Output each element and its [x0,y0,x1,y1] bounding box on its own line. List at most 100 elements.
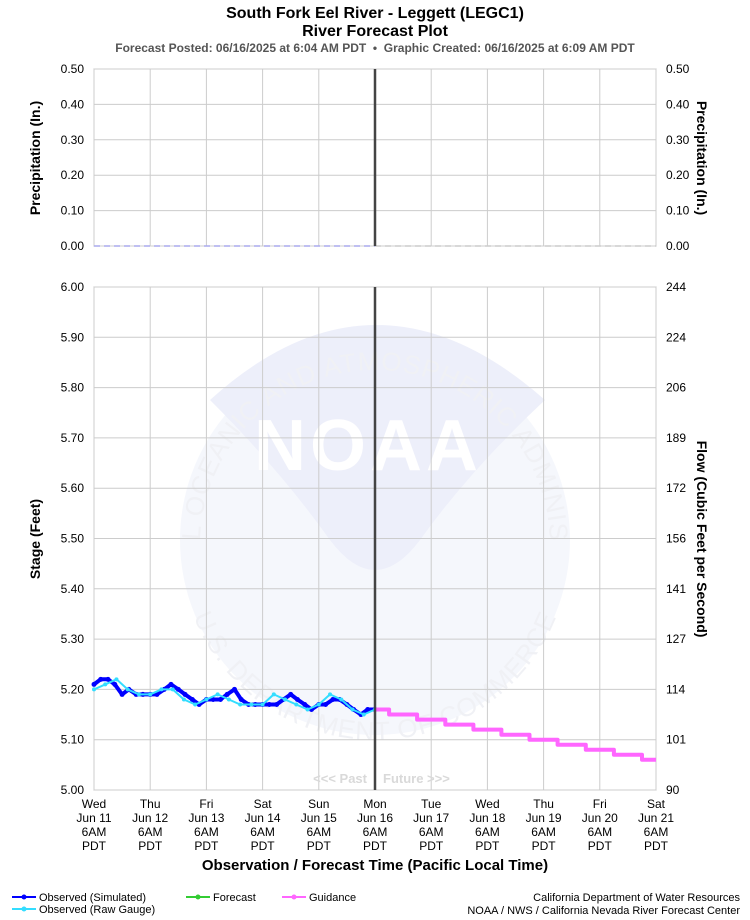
stage-series-guidance [375,707,656,762]
stage-axis-label: Stage (Feet) [27,499,43,579]
precipitation-axis-label-right: Precipitation (In.) [694,101,710,215]
precipitation-y-ticks-right: 0.00 0.10 0.20 0.30 0.40 0.50 [666,62,690,253]
data-point [114,677,119,682]
data-point [189,696,195,702]
data-point [323,701,329,707]
data-point [224,691,230,697]
data-point [288,691,294,697]
legend-swatch-marker [21,906,27,912]
data-point [170,687,175,692]
data-point [226,697,231,702]
data-point [182,691,188,697]
data-point [238,702,243,707]
precip-y-tick-label: 0.20 [61,168,85,182]
data-point [294,702,299,707]
posted-info: Forecast Posted: 06/16/2025 at 6:04 AM P… [115,41,635,55]
legend-swatch-marker [21,894,27,900]
data-point [119,691,125,697]
precip-y-tick-label-right: 0.50 [666,62,690,76]
data-point [330,696,336,702]
noaa-logo-text: NOAA [254,406,482,486]
legend-label: Observed (Simulated) [39,892,146,904]
data-point [181,697,186,702]
data-point [159,687,164,692]
stage-panel: 5.00 5.10 5.20 5.30 5.40 5.50 5.60 5.70 5.80 5.90… [27,280,710,797]
flow-y-ticks-right: 90 101 114 127 141 156 172 189 206 224 244 [666,280,686,797]
x-tick-label: Fri Jun 13 6AM PDT [188,797,224,853]
x-tick-label: Sun Jun 15 6AM PDT [301,797,337,853]
data-point [112,681,118,687]
stage-y-tick-label: 6.00 [61,280,85,294]
x-tick-label: Thu Jun 19 6AM PDT [526,797,562,853]
noaa-logo-gull [210,325,545,570]
data-point [217,696,223,702]
future-label: Future >>> [383,771,450,786]
x-tick-label: Wed Jun 18 6AM PDT [469,797,505,853]
precip-y-tick-label-right: 0.00 [666,239,690,253]
legend-label: Guidance [309,892,356,904]
credit-dwr: California Department of Water Resources [533,892,740,904]
precipitation-axis-label-left: Precipitation (In.) [27,101,43,215]
chart-subtitle: River Forecast Plot [302,23,449,40]
precip-y-tick-label-right: 0.10 [666,204,690,218]
stage-y-tick-label: 5.30 [61,632,85,646]
precip-y-tick-label: 0.30 [61,133,85,147]
data-point [98,676,104,682]
data-point [154,691,160,697]
data-point [305,707,310,712]
stage-y-tick-label-right: 156 [666,532,686,546]
stage-y-tick-label-right: 101 [666,733,686,747]
precip-y-tick-label: 0.50 [61,62,85,76]
precip-y-tick-label: 0.40 [61,97,85,111]
data-point [105,676,111,682]
stage-y-tick-label: 5.10 [61,733,85,747]
stage-y-tick-label: 5.90 [61,330,85,344]
data-point [260,702,265,707]
legend-swatch-marker [291,894,297,900]
stage-y-tick-label-right: 172 [666,481,686,495]
x-tick-label: Tue Jun 17 6AM PDT [413,797,449,853]
data-point [193,702,198,707]
precip-y-tick-label: 0.00 [61,239,85,253]
stage-y-tick-label: 5.50 [61,532,85,546]
legend: Observed (Simulated)Observed (Raw Gauge)… [12,892,356,916]
x-axis-label: Observation / Forecast Time (Pacific Loc… [202,857,548,874]
precip-y-tick-label-right: 0.30 [666,133,690,147]
data-point [266,701,272,707]
x-tick-label: Wed Jun 11 6AM PDT [76,797,111,853]
data-point [274,701,280,707]
stage-y-tick-label-right: 90 [666,783,680,797]
x-tick-label: Thu Jun 12 6AM PDT [132,797,168,853]
stage-y-tick-label: 5.40 [61,582,85,596]
precipitation-y-ticks-left: 0.00 0.10 0.20 0.30 0.40 0.50 [61,62,85,253]
stage-y-tick-label: 5.20 [61,682,85,696]
legend-label: Observed (Raw Gauge) [39,904,155,916]
stage-y-tick-label-right: 114 [666,682,685,696]
data-point [148,692,153,697]
stage-y-tick-label-right: 206 [666,381,686,395]
flow-axis-label: Flow (Cubic Feet per Second) [694,441,710,638]
precip-y-tick-label-right: 0.20 [666,168,690,182]
stage-y-tick-label-right: 127 [666,632,686,646]
data-point [232,686,237,692]
data-point [361,712,366,717]
data-point [283,697,288,702]
data-point [294,696,300,702]
data-point [125,687,130,692]
stage-y-tick-label: 5.80 [61,381,85,395]
data-point [339,697,344,702]
x-tick-label: Sat Jun 21 6AM PDT [638,797,674,853]
precip-y-tick-label: 0.10 [61,204,85,218]
stage-y-tick-label-right: 224 [666,330,686,344]
x-tick-label: Fri Jun 20 6AM PDT [582,797,618,853]
past-label: <<< Past [313,771,368,786]
data-point [210,696,216,702]
x-tick-label: Mon Jun 16 6AM PDT [357,797,393,853]
credit-nws: NOAA / NWS / California Nevada River For… [467,905,740,917]
legend-label: Forecast [213,892,256,904]
data-point [215,692,220,697]
x-axis-ticks: Wed Jun 11 6AM PDT Thu Jun 12 6AM PDT Fri Jun 13 6… [76,797,674,853]
stage-y-tick-label-right: 141 [666,582,686,596]
data-point [103,682,108,687]
